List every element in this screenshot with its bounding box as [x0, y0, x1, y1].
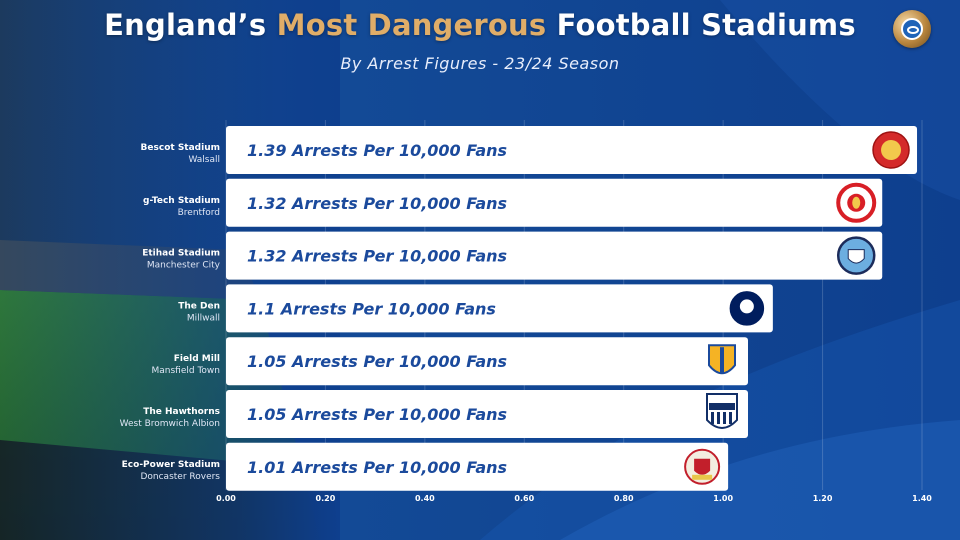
- bar-value-label: 1.39 Arrests Per 10,000 Fans: [247, 141, 507, 160]
- doncaster-crest-icon: [684, 448, 721, 485]
- brand-logo-icon: [893, 10, 931, 48]
- bar: [226, 231, 883, 280]
- bar-value-label: 1.32 Arrests Per 10,000 Fans: [247, 194, 507, 213]
- bar-row: 1.05 Arrests Per 10,000 Fans Field Mill Ma…: [152, 337, 748, 386]
- bar-row: 1.01 Arrests Per 10,000 Fans Eco-Power St…: [122, 442, 729, 491]
- brentford-crest-icon: [836, 182, 877, 223]
- x-tick-label: 0.60: [514, 494, 534, 503]
- bar-value-label: 1.1 Arrests Per 10,000 Fans: [247, 299, 496, 318]
- manchester-city-crest-icon: [836, 236, 876, 275]
- bar-row: 1.1 Arrests Per 10,000 Fans The Den Millwa…: [178, 284, 773, 333]
- stadium-label: Field Mill: [174, 354, 220, 364]
- bar-row: 1.05 Arrests Per 10,000 Fans The Hawthorn…: [120, 390, 748, 438]
- bar: [226, 284, 773, 333]
- stadium-label: The Den: [178, 301, 220, 311]
- x-tick-label: 0.80: [614, 494, 634, 503]
- team-label: Brentford: [178, 208, 220, 218]
- bar: [226, 337, 748, 386]
- x-tick-label: 1.20: [813, 494, 833, 503]
- x-tick-label: 0.00: [216, 494, 236, 503]
- stadium-label: Etihad Stadium: [142, 249, 220, 259]
- title-highlight: Most Dangerous: [276, 8, 547, 42]
- team-label: Millwall: [187, 313, 220, 323]
- bar: [226, 126, 918, 174]
- stadium-label: Bescot Stadium: [141, 143, 220, 153]
- bar-row: 1.32 Arrests Per 10,000 Fans g-Tech Stadi…: [143, 178, 883, 227]
- millwall-crest-icon: [728, 289, 766, 328]
- page-title: England’s Most Dangerous Football Stadiu…: [0, 8, 960, 42]
- team-label: Doncaster Rovers: [140, 472, 220, 482]
- walsall-crest-icon: [872, 131, 910, 169]
- bar-row: 1.32 Arrests Per 10,000 Fans Etihad Stadi…: [142, 231, 883, 280]
- title-part-1: England’s: [104, 8, 277, 42]
- x-tick-label: 0.20: [316, 494, 336, 503]
- x-tick-label: 1.00: [713, 494, 733, 503]
- bar-row: 1.39 Arrests Per 10,000 Fans Bescot Stadi…: [141, 126, 918, 174]
- x-tick-label: 0.40: [415, 494, 435, 503]
- stadium-label: g-Tech Stadium: [143, 196, 220, 206]
- bar: [226, 442, 729, 491]
- stadium-label: The Hawthorns: [143, 407, 220, 417]
- team-label: West Bromwich Albion: [120, 419, 220, 429]
- team-label: Walsall: [188, 155, 220, 165]
- x-tick-label: 1.40: [912, 494, 932, 503]
- west-brom-crest-icon: [706, 393, 738, 429]
- bar: [226, 390, 748, 438]
- bar-value-label: 1.05 Arrests Per 10,000 Fans: [247, 352, 507, 371]
- title-part-2: Football Stadiums: [546, 8, 856, 42]
- mansfield-crest-icon: [708, 344, 736, 375]
- page-subtitle: By Arrest Figures - 23/24 Season: [340, 54, 620, 73]
- bar-value-label: 1.05 Arrests Per 10,000 Fans: [247, 405, 507, 424]
- team-label: Mansfield Town: [152, 366, 221, 376]
- bar-value-label: 1.01 Arrests Per 10,000 Fans: [247, 458, 507, 477]
- bar-value-label: 1.32 Arrests Per 10,000 Fans: [247, 247, 507, 266]
- stadium-label: Eco-Power Stadium: [122, 460, 220, 470]
- bar: [226, 178, 883, 227]
- team-label: Manchester City: [147, 261, 221, 271]
